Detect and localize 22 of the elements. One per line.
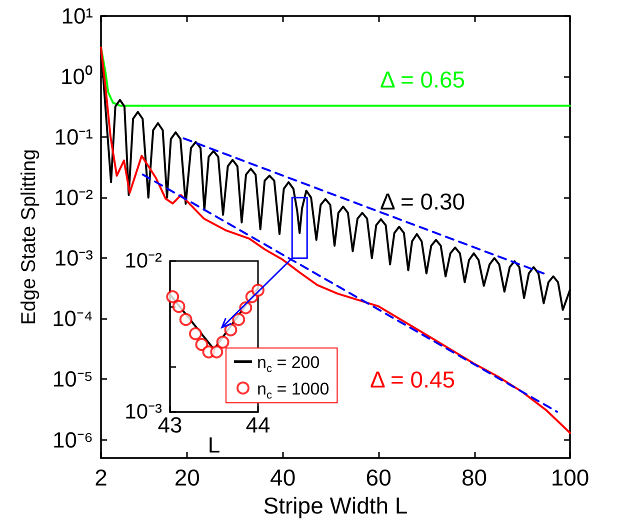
- y-tick-label: 10⁻⁶: [52, 427, 93, 452]
- y-tick-label: 10⁻⁵: [52, 366, 93, 392]
- x-tick-label: 44: [246, 412, 270, 438]
- series-label: Δ = 0.65: [380, 66, 466, 92]
- series-label: Δ = 0.30: [380, 188, 466, 214]
- y-tick-label: 10⁻³: [54, 246, 93, 271]
- x-tick-label: 60: [366, 464, 392, 490]
- x-tick-label: 20: [174, 464, 200, 490]
- y-tick-label: 10⁻⁴: [52, 306, 93, 332]
- y-axis-title: Edge State Splitting: [18, 149, 40, 325]
- y-tick-label: 10⁻¹: [54, 124, 93, 150]
- x-axis-title: Stripe Width L: [263, 492, 408, 518]
- y-tick-label: 10⁻²: [124, 250, 162, 272]
- series-label: Δ = 0.45: [370, 366, 456, 392]
- x-tick-label: 40: [270, 464, 296, 490]
- x-tick-label: 2: [94, 464, 108, 490]
- x-axis-title: L: [208, 432, 220, 458]
- x-tick-label: 100: [550, 464, 590, 490]
- x-tick-label: 80: [461, 464, 488, 490]
- y-tick-label: 10⁻²: [54, 185, 93, 210]
- y-tick-label: 10⁰: [60, 64, 93, 90]
- y-tick-label: 10¹: [61, 4, 93, 28]
